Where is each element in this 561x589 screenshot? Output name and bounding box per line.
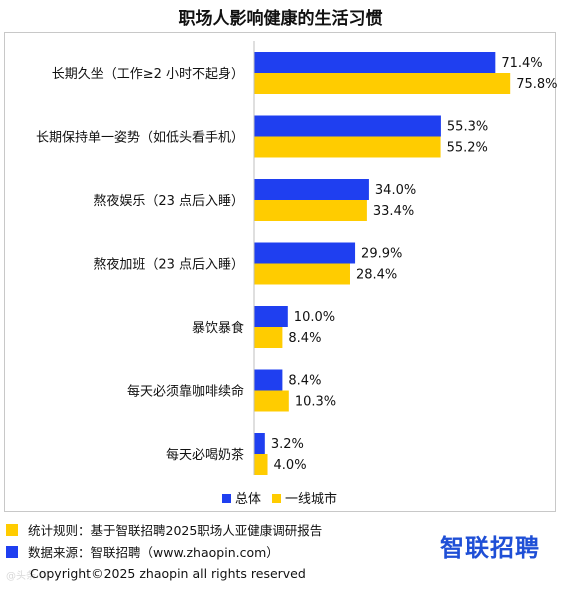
category-label: 暴饮暴食: [192, 320, 244, 336]
bar-tier1: [254, 263, 350, 285]
bar-overall: [254, 115, 441, 137]
data-label: 55.2%: [447, 141, 488, 156]
data-source-text: 数据来源：智联招聘（www.zhaopin.com）: [28, 545, 279, 560]
data-label: 71.4%: [501, 56, 542, 71]
data-label: 28.4%: [356, 268, 397, 283]
bar-tier1: [254, 390, 289, 412]
data-label: 34.0%: [375, 183, 416, 198]
legend-swatch: [272, 494, 281, 503]
category-label: 熬夜加班（23 点后入睡）: [93, 257, 244, 273]
yellow-square-icon: [6, 523, 18, 536]
legend-label: 一线城市: [285, 491, 337, 507]
blue-square-icon: [6, 545, 18, 558]
data-label: 10.0%: [294, 310, 335, 325]
category-label: 每天必喝奶茶: [166, 447, 244, 463]
data-label: 8.4%: [288, 374, 321, 389]
bar-tier1: [254, 73, 511, 94]
bar-overall: [254, 369, 283, 391]
legend-swatch: [222, 494, 231, 503]
data-source-row: 数据来源：智联招聘（www.zhaopin.com）: [6, 542, 279, 561]
bar-tier1: [254, 327, 283, 348]
chart-frame: 长期久坐（工作≥2 小时不起身） 71.4% 75.8% 长期保持单一姿势（如低头看手…: [4, 32, 557, 512]
bar-overall: [254, 242, 356, 264]
bar-overall: [254, 306, 288, 327]
copyright-text: Copyright©2025 zhaopin all rights reserv…: [30, 566, 306, 581]
bar-overall: [254, 52, 496, 73]
category-label: 每天必须靠咖啡续命: [127, 384, 244, 400]
watermark: @头条·优: [6, 571, 50, 582]
data-label: 10.3%: [295, 395, 336, 410]
stat-rule-row: 统计规则：基于智联招聘2025职场人亚健康调研报告: [6, 520, 322, 539]
bar-overall: [254, 179, 369, 200]
bar-tier1: [254, 454, 268, 475]
bar-tier1: [254, 200, 367, 221]
stat-rule-text: 统计规则：基于智联招聘2025职场人亚健康调研报告: [28, 523, 323, 538]
category-label: 长期久坐（工作≥2 小时不起身）: [52, 66, 244, 82]
bar-overall: [254, 433, 265, 454]
category-label: 长期保持单一姿势（如低头看手机）: [36, 130, 244, 146]
bar-chart: 长期久坐（工作≥2 小时不起身） 71.4% 75.8% 长期保持单一姿势（如低头看手…: [36, 41, 557, 507]
chart-title: 职场人影响健康的生活习惯: [178, 9, 383, 29]
data-label: 33.4%: [373, 204, 414, 219]
data-label: 75.8%: [516, 77, 557, 92]
category-label: 熬夜娱乐（23 点后入睡）: [93, 193, 244, 209]
bar-tier1: [254, 136, 441, 158]
legend-label: 总体: [235, 492, 261, 507]
data-label: 4.0%: [274, 458, 307, 473]
data-label: 55.3%: [447, 120, 488, 135]
data-label: 8.4%: [288, 331, 321, 346]
zhaopin-logo: 智联招聘: [440, 534, 540, 562]
data-label: 29.9%: [361, 247, 402, 262]
data-label: 3.2%: [271, 437, 304, 452]
